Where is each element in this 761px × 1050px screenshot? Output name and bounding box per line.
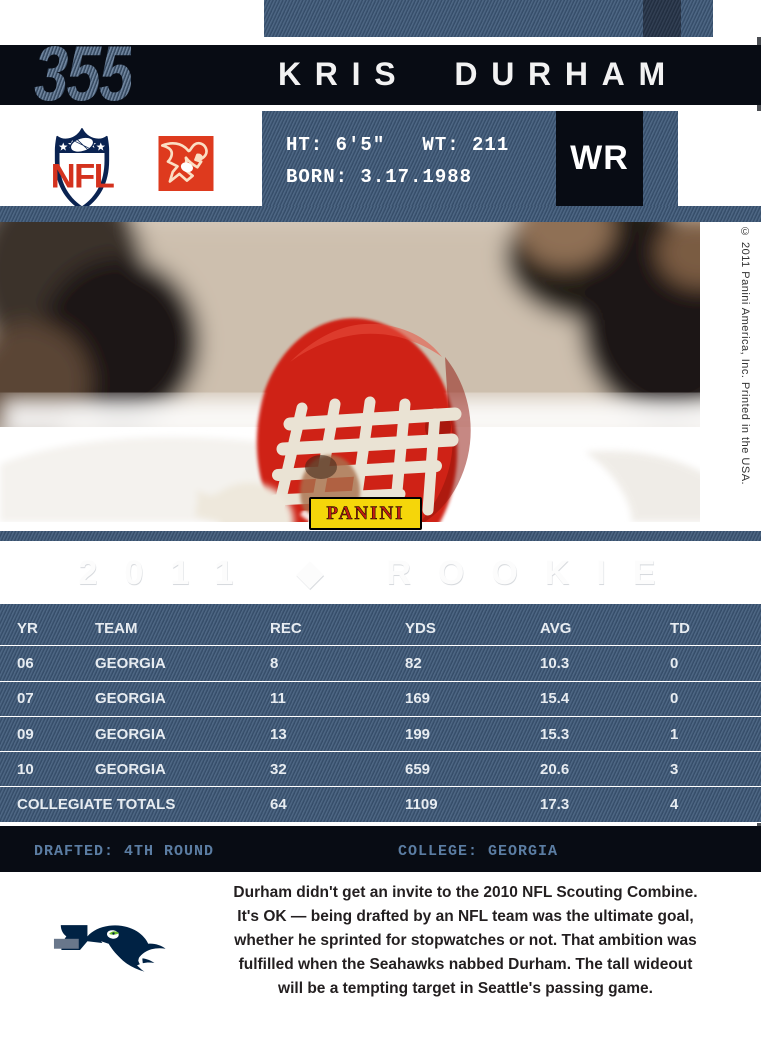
svg-text:NFL: NFL — [51, 158, 115, 196]
